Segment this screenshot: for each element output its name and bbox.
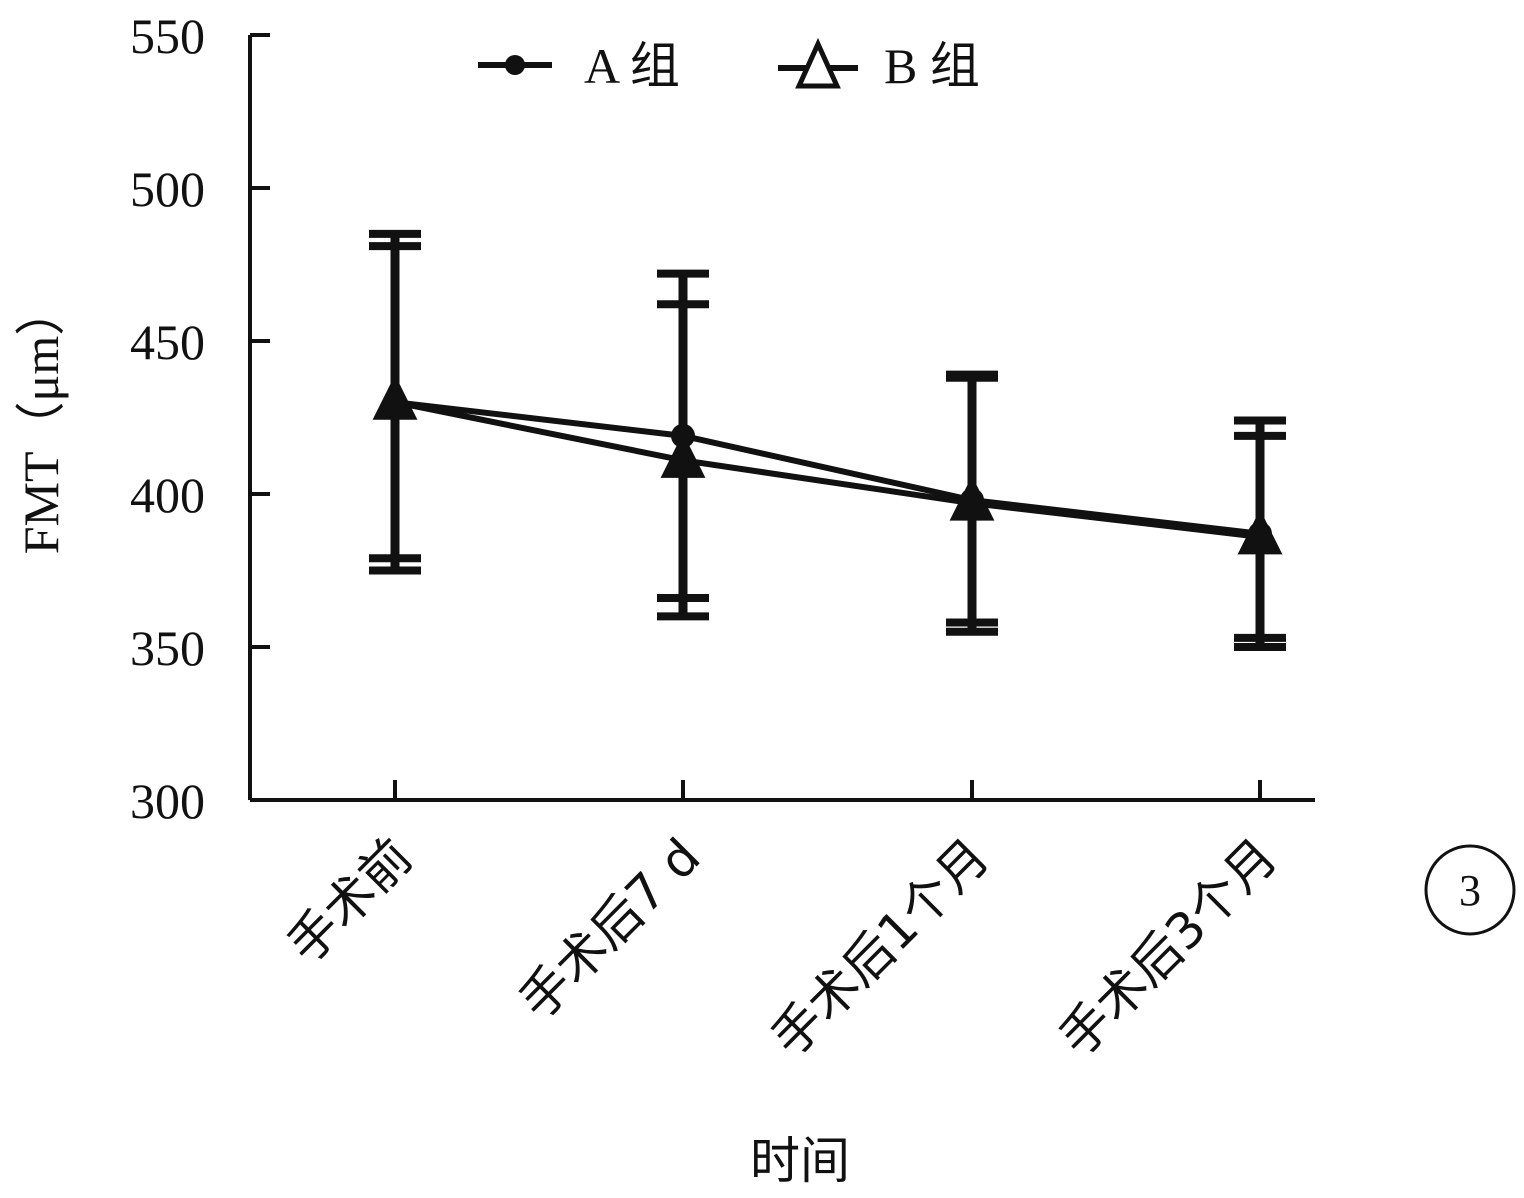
x-axis-title: 时间 bbox=[750, 1133, 850, 1189]
plot-area bbox=[369, 229, 1286, 651]
y-tick-label-350: 350 bbox=[130, 620, 205, 676]
panel-label-circle bbox=[1424, 844, 1516, 936]
legend-item-a: A 组 bbox=[478, 38, 680, 94]
y-ticks: 300 350 400 450 500 550 bbox=[130, 8, 270, 829]
panel-label: 3 bbox=[1424, 844, 1516, 936]
series-a bbox=[369, 229, 1286, 651]
panel-label-text: 3 bbox=[1459, 866, 1481, 915]
x-tick-label-3: 手术后3个月 bbox=[1048, 827, 1288, 1067]
y-axis-title: FMT（μm） bbox=[13, 286, 69, 555]
y-tick-label-550: 550 bbox=[130, 8, 205, 64]
x-tick-label-0: 手术前 bbox=[276, 827, 423, 974]
y-tick-label-300: 300 bbox=[130, 773, 205, 829]
y-tick-label-500: 500 bbox=[130, 161, 205, 217]
x-ticks: 手术前 手术后7 d 手术后1个月 手术后3个月 bbox=[276, 780, 1288, 1068]
point-b-1 bbox=[660, 432, 706, 478]
legend-marker-b bbox=[795, 37, 841, 89]
point-b-0 bbox=[372, 374, 418, 420]
legend-label-b: B 组 bbox=[884, 38, 980, 94]
series-b bbox=[369, 242, 1286, 642]
axes bbox=[248, 35, 1315, 802]
legend: A 组 B 组 bbox=[478, 37, 980, 94]
y-tick-label-450: 450 bbox=[130, 314, 205, 370]
point-b-2 bbox=[949, 475, 995, 521]
legend-item-b: B 组 bbox=[778, 37, 980, 94]
series-line-0 bbox=[394, 399, 1261, 537]
series-line-1 bbox=[394, 399, 1261, 540]
legend-marker-a bbox=[505, 55, 525, 75]
x-tick-label-2: 手术后1个月 bbox=[760, 827, 1000, 1067]
legend-label-a: A 组 bbox=[584, 38, 680, 94]
point-b-3 bbox=[1237, 509, 1283, 555]
y-tick-label-400: 400 bbox=[130, 467, 205, 523]
x-tick-label-1: 手术后7 d bbox=[508, 827, 711, 1030]
